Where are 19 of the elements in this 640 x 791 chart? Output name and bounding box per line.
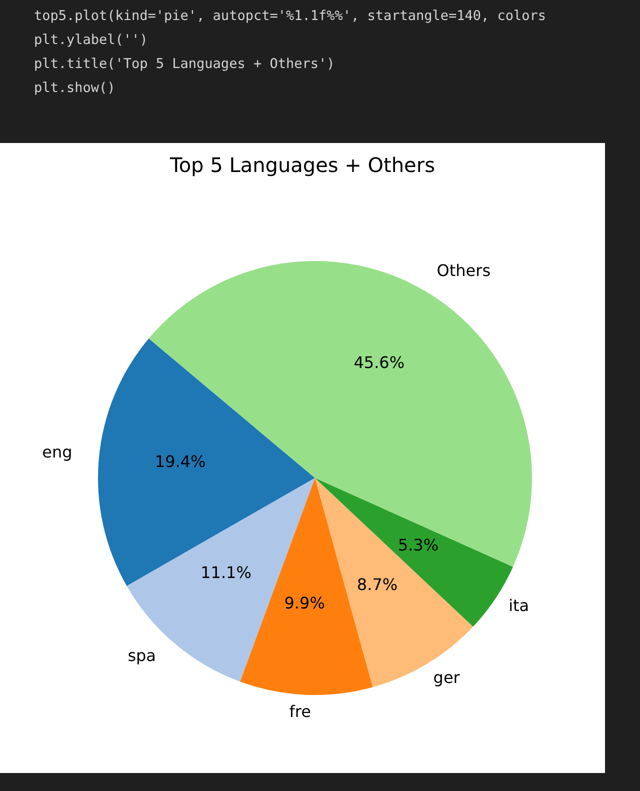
data-label: 9.9% — [284, 594, 325, 613]
text: plt.show() — [34, 79, 116, 98]
data-label: 19.4% — [154, 452, 206, 471]
data-label: 5.3% — [398, 536, 439, 555]
text: plt.ylabel('') — [34, 31, 149, 50]
pie-slice — [98, 338, 315, 586]
text: plt.title('Top 5 Languages + Others') — [34, 55, 336, 74]
slice-label: eng — [42, 442, 72, 462]
slice-label: Others — [436, 261, 491, 280]
slice-label: spa — [128, 646, 156, 665]
data-label: 11.1% — [200, 562, 252, 582]
data-label: 8.7% — [356, 574, 398, 594]
slice-label: ger — [433, 668, 460, 687]
chart-title: Top 5 Languages + Others — [169, 153, 436, 177]
data-label: 45.6% — [354, 353, 405, 372]
slice-label: ita — [508, 596, 530, 615]
pie-slice — [148, 261, 532, 567]
text: top5.plot(kind='pie', autopct='%1.1f%%', startangle=140, colors — [34, 7, 546, 26]
slice-label: fre — [289, 702, 311, 721]
